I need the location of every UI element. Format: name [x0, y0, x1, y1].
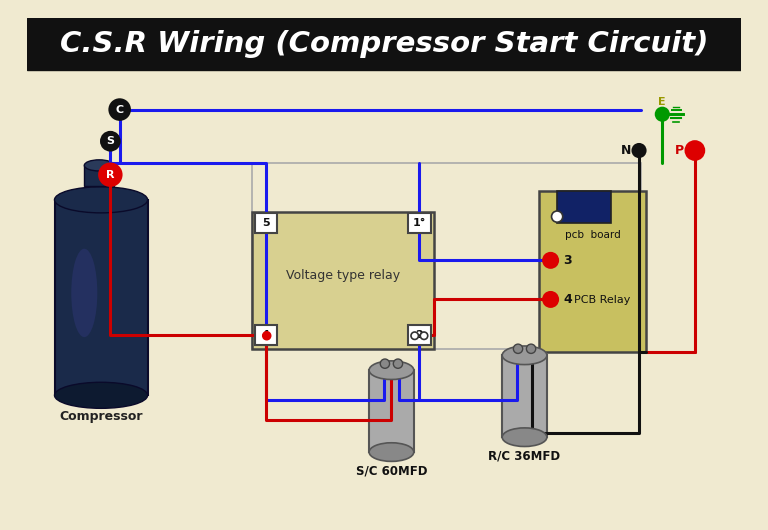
Bar	[252, 212, 434, 349]
Text: R: R	[106, 170, 114, 180]
Text: P: P	[674, 144, 684, 157]
Ellipse shape	[369, 361, 414, 379]
Text: Voltage type relay: Voltage type relay	[286, 269, 400, 282]
Text: 3: 3	[564, 254, 572, 267]
Bar	[55, 200, 147, 395]
Ellipse shape	[502, 346, 547, 365]
Bar	[252, 163, 641, 349]
Text: 4: 4	[564, 293, 572, 306]
Bar	[27, 19, 741, 69]
Circle shape	[109, 99, 130, 120]
Text: pcb  board: pcb board	[564, 230, 621, 240]
Bar	[538, 191, 646, 351]
Circle shape	[656, 108, 669, 121]
Circle shape	[380, 359, 389, 368]
Circle shape	[633, 144, 646, 157]
Text: S/C 60MFD: S/C 60MFD	[356, 464, 427, 477]
Ellipse shape	[55, 187, 147, 213]
Circle shape	[411, 332, 419, 339]
Text: R/C 36MFD: R/C 36MFD	[488, 449, 561, 462]
Circle shape	[526, 344, 536, 354]
Bar	[502, 355, 547, 437]
Bar	[409, 324, 431, 345]
Ellipse shape	[71, 249, 98, 337]
Text: N: N	[621, 144, 631, 157]
Bar	[27, 69, 741, 511]
Circle shape	[551, 211, 563, 222]
Text: PCB Relay: PCB Relay	[574, 295, 630, 305]
Ellipse shape	[84, 160, 114, 171]
Circle shape	[513, 344, 523, 354]
Text: 4: 4	[262, 330, 270, 340]
Circle shape	[263, 332, 270, 339]
Text: 5: 5	[262, 218, 270, 228]
Text: S: S	[106, 136, 114, 146]
Text: 1°: 1°	[412, 218, 426, 228]
Bar	[255, 213, 277, 233]
Text: C.S.R Wiring (Compressor Start Circuit): C.S.R Wiring (Compressor Start Circuit)	[60, 30, 708, 58]
Text: C: C	[116, 104, 124, 114]
Ellipse shape	[55, 382, 147, 408]
Bar	[84, 165, 114, 186]
Circle shape	[393, 359, 402, 368]
Text: 2: 2	[415, 330, 423, 340]
Ellipse shape	[369, 443, 414, 462]
Circle shape	[101, 132, 120, 151]
Ellipse shape	[502, 428, 547, 446]
Bar	[409, 213, 431, 233]
Bar	[255, 324, 277, 345]
Circle shape	[543, 292, 558, 307]
Bar	[369, 370, 414, 452]
Text: Compressor: Compressor	[59, 410, 143, 423]
Circle shape	[686, 141, 704, 160]
Circle shape	[99, 164, 121, 186]
Bar	[557, 191, 611, 223]
Circle shape	[543, 253, 558, 268]
Circle shape	[420, 332, 428, 339]
Text: E: E	[658, 97, 666, 107]
